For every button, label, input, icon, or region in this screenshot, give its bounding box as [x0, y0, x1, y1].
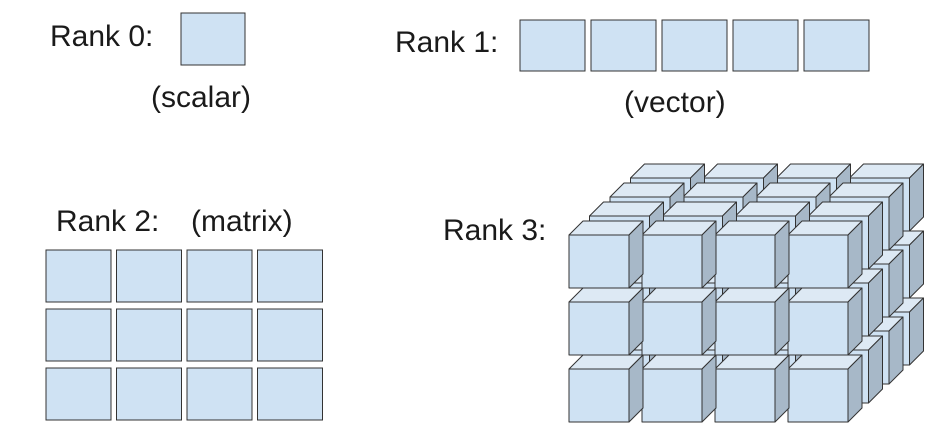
matrix-cell — [116, 308, 182, 362]
tensor-cube — [787, 287, 863, 356]
cube-front-face — [568, 234, 630, 289]
tensor-cube — [787, 220, 863, 289]
cube-front-face — [641, 301, 703, 356]
tensor-cube — [568, 220, 644, 289]
rank1-label: Rank 1: — [395, 26, 498, 59]
scalar-cell — [180, 12, 246, 66]
matrix-cell — [257, 308, 323, 362]
rank0-caption: (scalar) — [151, 81, 251, 114]
rank3-label: Rank 3: — [443, 214, 546, 247]
tensor-cube — [641, 287, 717, 356]
vector-cell — [661, 19, 728, 72]
cube-front-face — [714, 301, 776, 356]
cube-front-face — [641, 234, 703, 289]
matrix-cell — [116, 249, 182, 303]
matrix-cell — [45, 367, 112, 421]
rank2-caption: (matrix) — [191, 205, 293, 238]
tensor-cube — [714, 220, 790, 289]
cube-front-face — [568, 301, 630, 356]
tensor-cube — [714, 354, 790, 423]
cube-front-face — [641, 368, 703, 423]
rank1-group: Rank 1: (vector) — [395, 19, 870, 119]
cube-front-face — [787, 234, 849, 289]
vector-cell — [590, 19, 657, 72]
matrix-cell — [257, 367, 323, 421]
tensor-cube — [568, 354, 644, 423]
rank1-caption: (vector) — [624, 86, 726, 119]
matrix-cell — [116, 367, 182, 421]
rank2-group: Rank 2: (matrix) — [45, 205, 323, 421]
matrix-cell — [186, 249, 253, 303]
matrix-cell — [257, 249, 323, 303]
scalar-cells — [180, 12, 246, 66]
rank0-group: Rank 0: (scalar) — [50, 12, 251, 114]
cube-front-face — [787, 301, 849, 356]
vector-cell — [803, 19, 870, 72]
vector-cells — [519, 19, 870, 72]
rank0-label: Rank 0: — [50, 20, 153, 53]
tensor-cube — [568, 287, 644, 356]
vector-cell — [519, 19, 586, 72]
matrix-cell — [186, 367, 253, 421]
matrix-cell — [45, 308, 112, 362]
cube-front-face — [568, 368, 630, 423]
cube-front-face — [787, 368, 849, 423]
matrix-cell — [186, 308, 253, 362]
tensor-cube — [787, 354, 863, 423]
tensor-cube — [641, 220, 717, 289]
rank2-label: Rank 2: — [56, 205, 159, 238]
tensor-cube — [641, 354, 717, 423]
tensor-cubes — [568, 163, 924, 423]
vector-cell — [732, 19, 799, 72]
cube-front-face — [714, 234, 776, 289]
tensor-cube — [714, 287, 790, 356]
cube-front-face — [714, 368, 776, 423]
matrix-cell — [45, 249, 112, 303]
rank3-group: Rank 3: — [443, 163, 924, 423]
matrix-cells — [45, 249, 323, 421]
